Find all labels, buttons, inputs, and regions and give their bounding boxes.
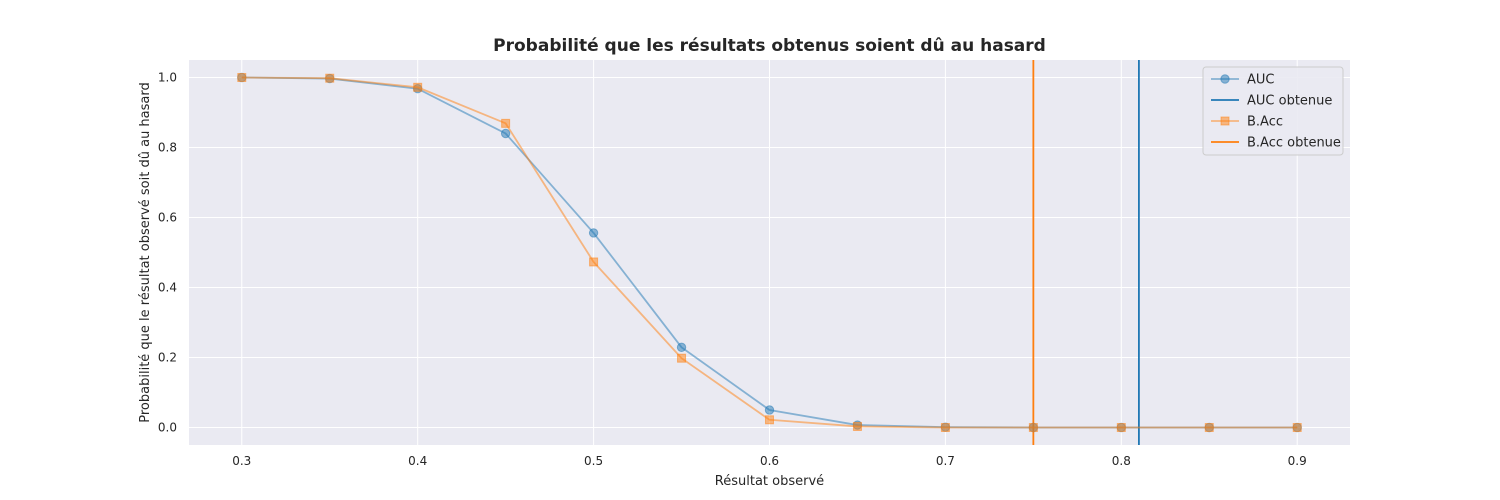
- x-tick-label: 0.7: [936, 454, 955, 468]
- data-point: [588, 228, 599, 238]
- legend-marker: [1220, 116, 1230, 126]
- legend-label: B.Acc obtenue: [1247, 136, 1341, 151]
- data-point: [1204, 423, 1214, 432]
- data-series: [237, 72, 1302, 433]
- legend-label: B.Acc: [1247, 115, 1283, 130]
- chart-title: Probabilité que les résultats obtenus so…: [493, 36, 1046, 56]
- data-point: [325, 73, 335, 83]
- data-point: [764, 405, 775, 415]
- data-point: [1116, 423, 1126, 432]
- data-point: [501, 118, 511, 128]
- legend-entry: AUC obtenue: [1211, 94, 1332, 109]
- data-point: [1292, 423, 1302, 432]
- legend-label: AUC: [1247, 73, 1275, 88]
- series-b-acc: [237, 73, 1302, 432]
- x-axis-label: Résultat observé: [715, 474, 824, 489]
- data-point: [589, 257, 599, 267]
- data-point: [1028, 423, 1038, 432]
- data-point: [765, 415, 774, 425]
- data-point: [500, 128, 511, 139]
- data-point: [676, 342, 687, 353]
- legend: AUC AUC obtenue B.Acc B.Acc obtenue: [1202, 66, 1344, 156]
- x-tick-label: 0.5: [584, 454, 603, 468]
- reference-lines: [1032, 60, 1140, 445]
- data-point: [852, 421, 862, 431]
- y-tick-label: 0.6: [158, 211, 177, 225]
- y-tick-label: 0.2: [158, 351, 177, 365]
- data-point: [237, 73, 247, 82]
- legend-marker: [1220, 74, 1230, 84]
- grid-lines: [189, 60, 1350, 445]
- tick-labels: 0.3 0.4 0.5 0.6 0.7 0.8 0.9 0.0 0.2 0.4 0.6 0.8 1.0: [158, 71, 1307, 469]
- x-tick-label: 0.8: [1112, 454, 1131, 468]
- data-point: [940, 423, 950, 432]
- x-tick-label: 0.4: [408, 454, 427, 468]
- legend-entry: B.Acc: [1211, 115, 1283, 130]
- legend-entry: AUC: [1211, 73, 1275, 88]
- legend-box: [1202, 66, 1344, 156]
- x-tick-label: 0.6: [760, 454, 779, 468]
- y-tick-label: 0.4: [158, 281, 177, 295]
- y-tick-label: 1.0: [158, 71, 177, 85]
- legend-entry: B.Acc obtenue: [1211, 136, 1341, 151]
- data-point: [413, 82, 423, 92]
- legend-label: AUC obtenue: [1247, 94, 1332, 109]
- y-tick-label: 0.8: [158, 141, 177, 155]
- data-point: [677, 353, 687, 363]
- x-tick-label: 0.9: [1288, 454, 1307, 468]
- x-tick-label: 0.3: [232, 454, 251, 468]
- y-tick-label: 0.0: [158, 421, 177, 435]
- y-axis-label: Probabilité que le résultat observé soit…: [138, 82, 153, 422]
